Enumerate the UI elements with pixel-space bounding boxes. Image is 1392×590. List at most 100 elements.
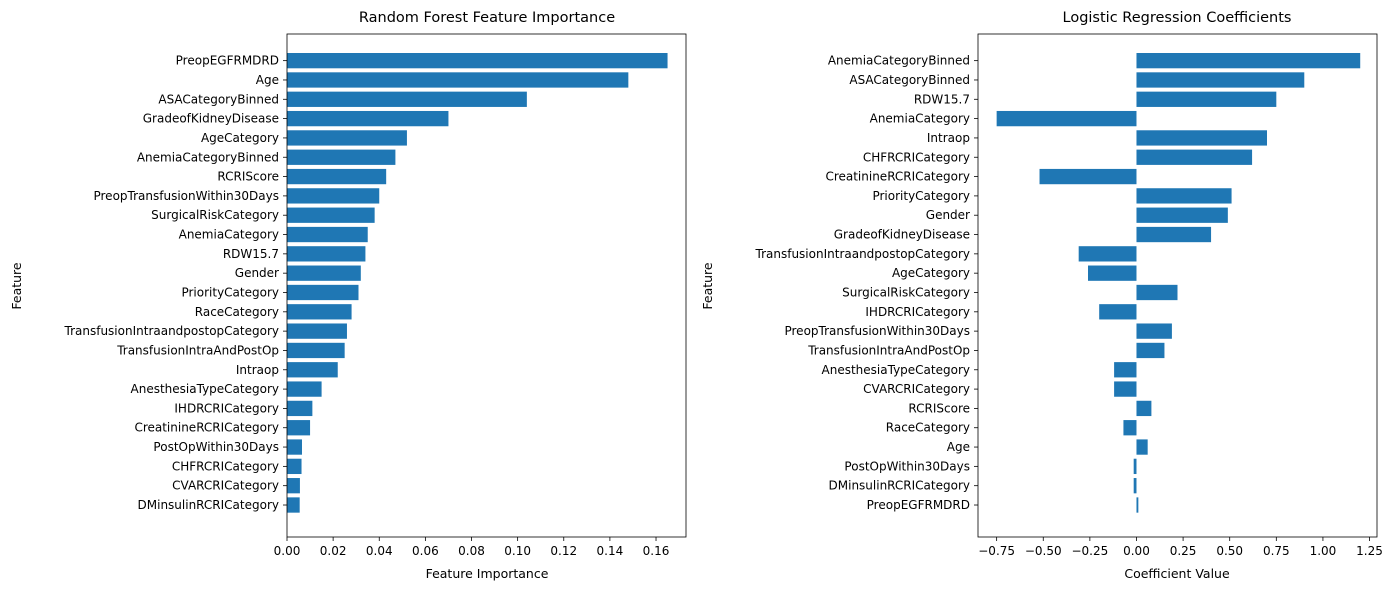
x-tick-label: 0.00 [274, 544, 301, 558]
y-tick-label: PriorityCategory [872, 189, 970, 203]
bar [1136, 400, 1152, 417]
bar [287, 110, 449, 127]
y-tick-label: TransfusionIntraAndPostOp [116, 343, 279, 357]
x-axis-label: Coefficient Value [1124, 566, 1230, 581]
y-tick-label: RaceCategory [195, 305, 279, 319]
x-tick-label: 1.25 [1356, 544, 1383, 558]
x-tick-label: 0.75 [1263, 544, 1290, 558]
bar [287, 323, 347, 339]
x-tick-label: 0.16 [643, 544, 670, 558]
bar [1136, 323, 1172, 339]
y-tick-label: AnesthesiaTypeCategory [131, 382, 279, 396]
bar [287, 458, 302, 475]
y-tick-label: CVARCRICategory [863, 382, 970, 396]
y-tick-label: CHFRCRICategory [172, 459, 279, 473]
y-tick-label: AnemiaCategory [870, 112, 970, 126]
bar [996, 110, 1137, 127]
y-tick-label: TransfusionIntraandpostopCategory [755, 247, 970, 261]
y-tick-label: DMinsulinRCRICategory [829, 479, 970, 493]
bar [1114, 362, 1137, 378]
x-tick-label: 0.02 [320, 544, 347, 558]
plot-frame [977, 33, 1378, 538]
bar [287, 53, 668, 69]
chart-title: Random Forest Feature Importance [359, 10, 615, 26]
bar [287, 342, 345, 359]
y-tick-label: ASACategoryBinned [158, 92, 279, 106]
y-tick-label: AgeCategory [201, 131, 279, 145]
bar [1136, 207, 1228, 223]
y-tick-label: DMinsulinRCRICategory [138, 498, 279, 512]
bar [287, 497, 300, 513]
x-tick-label: 0.04 [366, 544, 393, 558]
y-tick-label: RCRIScore [908, 401, 970, 415]
bar [1136, 284, 1178, 301]
bar [287, 362, 338, 378]
bar [1136, 497, 1139, 513]
y-tick-label: TransfusionIntraAndPostOp [807, 343, 970, 357]
y-tick-label: SurgicalRiskCategory [842, 285, 970, 299]
bar [287, 304, 352, 320]
x-tick-label: 1.00 [1310, 544, 1337, 558]
y-tick-label: AgeCategory [892, 266, 970, 280]
y-tick-label: SurgicalRiskCategory [151, 208, 279, 222]
bar [1114, 381, 1137, 397]
y-tick-label: Intraop [927, 131, 970, 145]
y-tick-label: CreatinineRCRICategory [825, 170, 970, 184]
x-tick-label: −0.25 [1071, 544, 1108, 558]
y-tick-label: Gender [926, 208, 970, 222]
bar [1078, 246, 1137, 262]
y-tick-label: AnemiaCategory [179, 228, 279, 242]
x-tick-label: 0.50 [1216, 544, 1243, 558]
bar [287, 265, 361, 281]
logistic-regression-chart: Logistic Regression Coefficients Coeffic… [700, 10, 1383, 581]
random-forest-chart: Random Forest Feature Importance Feature… [9, 10, 687, 581]
bar [287, 478, 300, 494]
y-tick-label: Gender [235, 266, 279, 280]
x-tick-label: 0.25 [1170, 544, 1197, 558]
bar [287, 246, 366, 262]
bar [1099, 304, 1137, 320]
x-tick-label: 0.08 [458, 544, 485, 558]
y-tick-label: IHDRCRICategory [174, 401, 279, 415]
y-tick-label: GradeofKidneyDisease [834, 228, 970, 242]
bar [287, 400, 313, 417]
plot-frame [286, 33, 687, 538]
bar [287, 439, 302, 455]
x-tick-label: 0.12 [550, 544, 577, 558]
x-tick-label: 0.10 [504, 544, 531, 558]
y-tick-label: CVARCRICategory [172, 479, 279, 493]
y-tick-label: PreopEGFRMDRD [867, 498, 970, 512]
bar [1136, 188, 1232, 204]
y-tick-label: AnemiaCategoryBinned [828, 54, 970, 68]
chart-title: Logistic Regression Coefficients [1063, 10, 1292, 26]
x-axis-label: Feature Importance [426, 566, 549, 581]
y-tick-label: PostOpWithin30Days [844, 459, 970, 473]
bar [1136, 439, 1148, 455]
y-tick-label: PostOpWithin30Days [153, 440, 279, 454]
x-tick-label: −0.75 [978, 544, 1015, 558]
bar [287, 91, 527, 107]
bar [1136, 91, 1277, 107]
y-tick-label: PriorityCategory [181, 285, 279, 299]
y-tick-label: PreopTransfusionWithin30Days [784, 324, 970, 338]
bar [287, 226, 368, 243]
bar [287, 72, 629, 88]
y-tick-label: PreopTransfusionWithin30Days [93, 189, 279, 203]
y-tick-label: RaceCategory [886, 421, 970, 435]
y-tick-label: RDW15.7 [914, 92, 970, 106]
bar [287, 381, 322, 397]
y-tick-label: AnesthesiaTypeCategory [822, 363, 970, 377]
bar [1133, 478, 1137, 494]
bar [1088, 265, 1137, 281]
bar [1136, 53, 1361, 69]
y-tick-label: CHFRCRICategory [863, 150, 970, 164]
y-axis-label: Feature [9, 262, 24, 310]
bar [287, 284, 359, 301]
bar [287, 420, 311, 436]
y-tick-label: CreatinineRCRICategory [134, 421, 279, 435]
bar [287, 188, 380, 204]
y-tick-label: Intraop [236, 363, 279, 377]
y-tick-label: AnemiaCategoryBinned [137, 150, 279, 164]
bar [287, 149, 396, 165]
